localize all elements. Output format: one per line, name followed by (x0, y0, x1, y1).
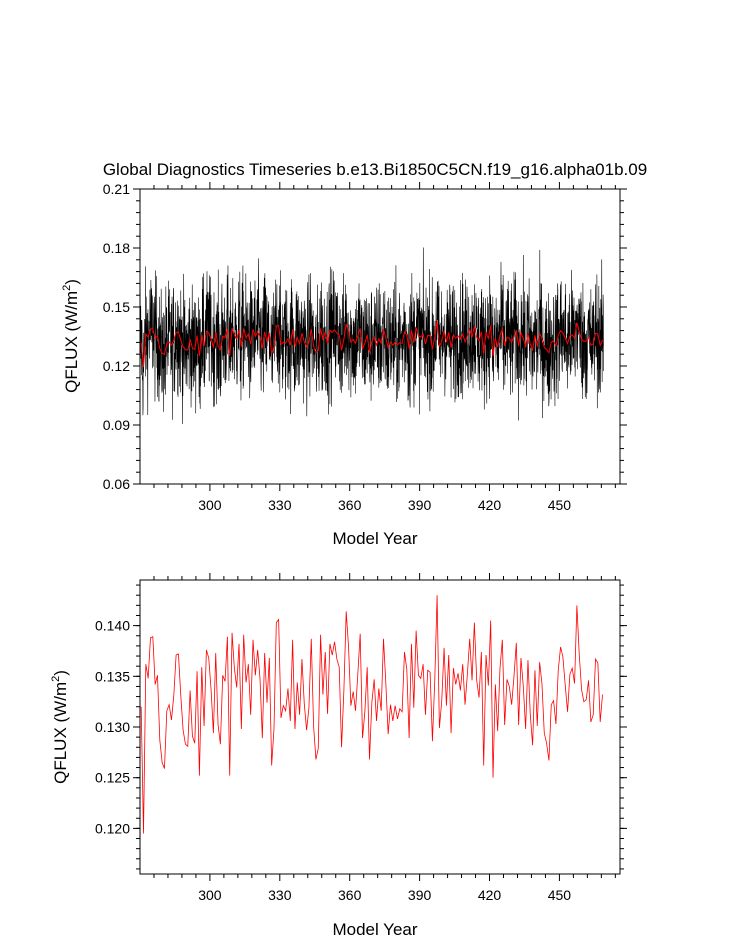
y-tick-label: 0.15 (103, 299, 130, 315)
annual-mean-qflux-line (140, 320, 603, 368)
x-tick-label: 390 (408, 497, 432, 513)
x-tick-label: 300 (198, 887, 222, 903)
svg-text:Model Year: Model Year (332, 920, 417, 939)
bottom-panel: 300 330 360 390 420 450 0.120 0.125 0.130 0.135 0.… (50, 573, 627, 939)
top-plot-frame (139, 188, 621, 485)
top-axis-ticks: 300 330 360 390 420 450 0.06 0.09 0.12 0.15 0.18 0.… (103, 181, 627, 513)
y-tick-label: 0.120 (95, 820, 130, 836)
y-tick-label: 0.12 (103, 358, 130, 374)
monthly-qflux-line (139, 247, 604, 425)
y-tick-label: 0.140 (95, 618, 130, 634)
svg-text:Model Year: Model Year (332, 529, 417, 548)
bottom-plot-frame (139, 579, 621, 875)
y-tick-label: 0.06 (103, 476, 130, 492)
x-tick-label: 450 (548, 497, 572, 513)
annual-mean-qflux-line-zoom (140, 595, 603, 834)
x-tick-label: 360 (338, 887, 362, 903)
svg-text:QFLUX (W/m2): QFLUX (W/m2) (50, 670, 70, 784)
chart-title: Global Diagnostics Timeseries b.e13.Bi18… (103, 160, 647, 179)
x-tick-label: 450 (548, 887, 572, 903)
y-tick-label: 0.18 (103, 240, 130, 256)
y-tick-label: 0.135 (95, 668, 130, 684)
bottom-axis-ticks: 300 330 360 390 420 450 0.120 0.125 0.130 0.135 0.… (95, 573, 627, 903)
y-tick-label: 0.21 (103, 181, 130, 197)
top-y-axis-title: QFLUX (W/m2) (61, 279, 81, 393)
x-tick-label: 300 (198, 497, 222, 513)
y-tick-label: 0.09 (103, 417, 130, 433)
x-tick-label: 420 (478, 887, 502, 903)
svg-text:QFLUX (W/m2): QFLUX (W/m2) (61, 279, 81, 393)
x-tick-label: 390 (408, 887, 432, 903)
bottom-x-axis-title: Model Year (332, 920, 417, 939)
y-tick-label: 0.130 (95, 719, 130, 735)
top-x-axis-title: Model Year (332, 529, 417, 548)
top-panel: 300 330 360 390 420 450 0.06 0.09 0.12 0.15 0.18 0.… (61, 181, 627, 548)
x-tick-label: 330 (268, 887, 292, 903)
x-tick-label: 420 (478, 497, 502, 513)
x-tick-label: 360 (338, 497, 362, 513)
y-tick-label: 0.125 (95, 770, 130, 786)
bottom-y-axis-title: QFLUX (W/m2) (50, 670, 70, 784)
x-tick-label: 330 (268, 497, 292, 513)
